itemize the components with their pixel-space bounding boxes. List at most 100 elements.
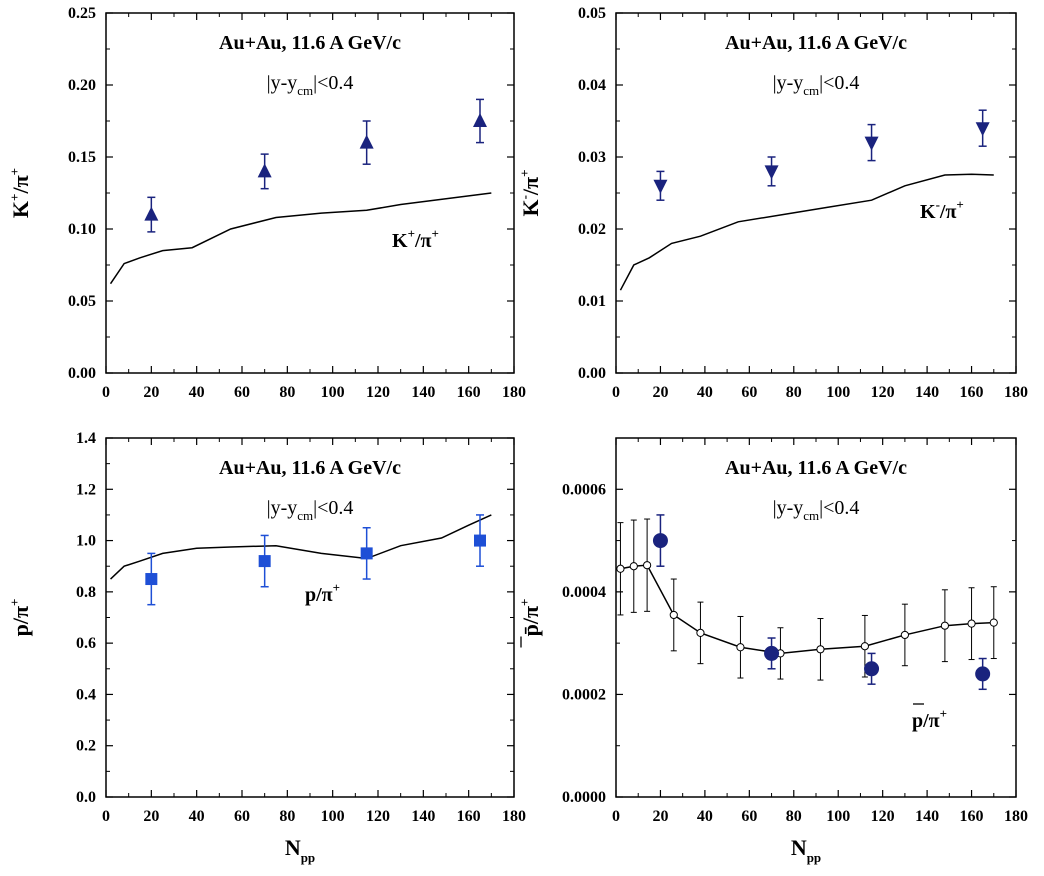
x-tick-label: 20	[652, 808, 668, 825]
x-tick-label: 120	[871, 384, 895, 401]
data-point	[764, 165, 779, 180]
model-point	[967, 619, 976, 628]
y-tick-label: 0.03	[578, 149, 606, 166]
x-tick-label: 40	[697, 384, 713, 401]
x-axis-label: Npp	[285, 835, 315, 865]
data-point	[764, 645, 780, 661]
curve-label-group: p/π+	[912, 703, 947, 732]
x-tick-label: 0	[102, 384, 110, 401]
y-tick-label: 1.2	[76, 481, 96, 498]
x-axis-label: Npp	[791, 835, 821, 865]
x-tick-label: 180	[502, 808, 526, 825]
model-point	[940, 621, 949, 630]
x-tick-label: 160	[960, 384, 984, 401]
x-tick-label: 20	[143, 384, 159, 401]
panel-title: Au+Au, 11.6 A GeV/c	[219, 32, 401, 54]
x-tick-label: 180	[502, 384, 526, 401]
y-tick-label: 0.0002	[562, 686, 606, 703]
x-tick-label: 120	[366, 384, 390, 401]
y-tick-label: 0.00	[68, 365, 96, 382]
x-tick-label: 160	[457, 384, 481, 401]
x-tick-label: 180	[1004, 808, 1028, 825]
x-tick-label: 80	[279, 384, 295, 401]
x-tick-label: 140	[915, 808, 939, 825]
model-curve	[620, 564, 994, 655]
model-point	[860, 642, 869, 651]
x-tick-label: 20	[143, 808, 159, 825]
panel-4: 0 20 40 60 80 100 120 140 160 180 0.0000 0.0002 0.00…	[517, 437, 1028, 865]
x-tick-label: 120	[366, 808, 390, 825]
model-point	[736, 643, 745, 652]
model-curve	[109, 192, 492, 285]
y-tick-label: 0.0000	[562, 789, 606, 806]
x-tick-label: 60	[741, 808, 757, 825]
model-curve	[619, 173, 994, 291]
y-tick-label: 1.4	[76, 430, 96, 447]
x-tick-label: 20	[652, 384, 668, 401]
x-tick-label: 80	[279, 808, 295, 825]
x-tick-label: 80	[786, 384, 802, 401]
x-tick-label: 100	[321, 808, 345, 825]
y-tick-label: 0.02	[578, 221, 606, 238]
x-tick-label: 60	[234, 384, 250, 401]
panel-title: Au+Au, 11.6 A GeV/c	[219, 457, 401, 479]
model-point	[669, 610, 678, 620]
y-axis-label: p/π+	[7, 599, 33, 637]
x-tick-label: 40	[189, 384, 205, 401]
curve-label: K+/π+	[392, 226, 439, 252]
model-point	[900, 630, 909, 640]
y-tick-label: 0.01	[578, 293, 606, 310]
y-tick-label: 0.15	[68, 149, 96, 166]
data-point	[653, 179, 668, 194]
data-point	[258, 555, 271, 568]
x-tick-label: 60	[234, 808, 250, 825]
data-point	[864, 136, 879, 151]
y-tick-label: 0.2	[76, 738, 96, 755]
y-tick-label: 0.8	[76, 584, 96, 601]
x-tick-label: 120	[871, 808, 895, 825]
y-tick-label: 0.05	[578, 5, 606, 22]
model-point	[643, 561, 652, 570]
data-point	[144, 206, 159, 221]
data-point	[864, 661, 880, 677]
model-point	[629, 562, 638, 571]
y-axis-label: K+/π+	[7, 168, 33, 218]
panel-3: 0 20 40 60 80 100 120 140 160 180 0.0 0.2 0.4 0.6 0.8 1…	[7, 430, 526, 865]
panel-subtitle: |y-ycm|<0.4	[773, 497, 860, 523]
curve-label: p/π+	[305, 580, 340, 606]
data-point	[359, 134, 374, 149]
curve-label: K-/π+	[920, 197, 964, 223]
x-tick-label: 40	[189, 808, 205, 825]
y-tick-label: 0.10	[68, 221, 96, 238]
x-tick-label: 180	[1004, 384, 1028, 401]
y-tick-label: 0.6	[76, 635, 96, 652]
panel-subtitle: |y-ycm|<0.4	[267, 497, 354, 523]
model-point	[989, 618, 998, 627]
curve-label-group: K-/π+	[920, 197, 964, 223]
curve-label-group: K+/π+	[392, 226, 439, 252]
panel-subtitle: |y-ycm|<0.4	[267, 72, 354, 98]
data-point	[145, 573, 158, 586]
x-tick-label: 40	[697, 808, 713, 825]
y-tick-label: 0.00	[578, 365, 606, 382]
data-point	[652, 533, 668, 549]
x-tick-label: 140	[411, 384, 435, 401]
x-tick-label: 140	[915, 384, 939, 401]
panel-title: Au+Au, 11.6 A GeV/c	[725, 32, 907, 54]
data-point	[360, 547, 373, 560]
panel-2: 0 20 40 60 80 100 120 140 160 180 0.00 0.01 0.02 0.03…	[517, 5, 1028, 401]
y-axis-label: p̄/π+	[517, 599, 543, 637]
x-tick-label: 100	[321, 384, 345, 401]
y-axis-label-group: K-/π+	[517, 169, 543, 216]
y-axis-label: K-/π+	[517, 169, 543, 216]
data-point	[975, 122, 990, 137]
y-tick-label: 0.0006	[562, 481, 606, 498]
model-curve	[110, 514, 492, 580]
x-tick-label: 0	[612, 808, 620, 825]
data-point	[257, 163, 272, 178]
plot-frame	[105, 437, 515, 798]
x-tick-label: 0	[102, 808, 110, 825]
y-axis-label-group: p/π+	[7, 599, 33, 637]
